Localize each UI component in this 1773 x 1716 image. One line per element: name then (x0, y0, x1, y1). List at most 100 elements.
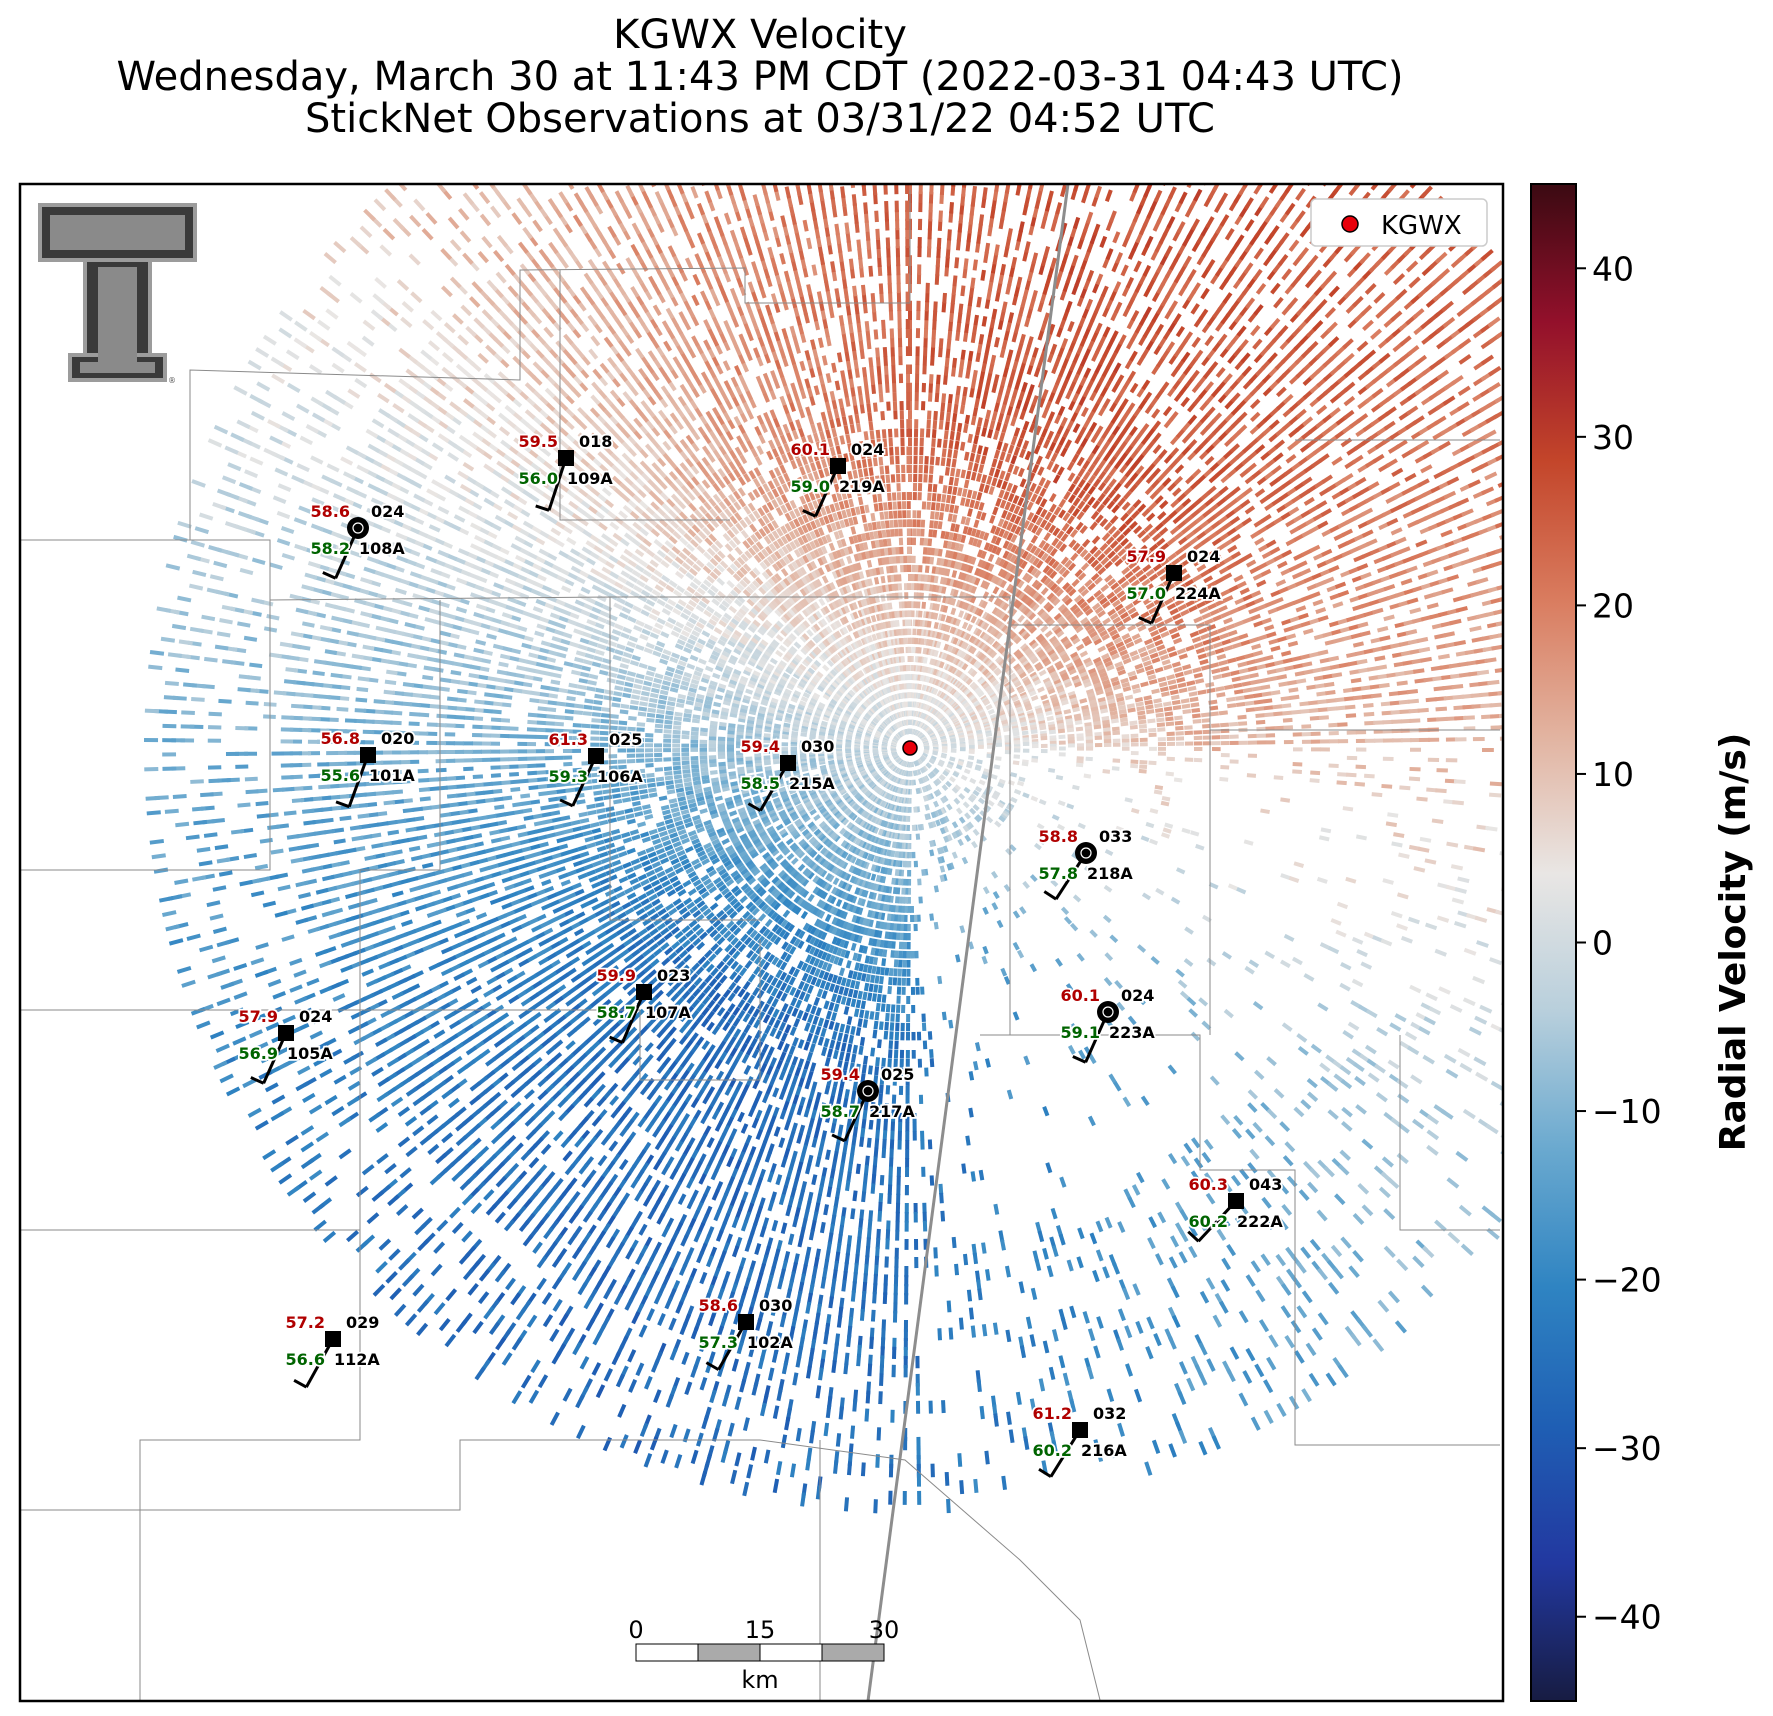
title-line-time: Wednesday, March 30 at 11:43 PM CDT (202… (116, 54, 1404, 100)
wind-barb-flag (1187, 1230, 1200, 1243)
wind-barb-flag (559, 798, 574, 808)
colorbar: 40 30 20 10 0 −10 −20 −30 −40 Radial Velocity (m… (1530, 183, 1754, 1702)
station-plot-105A[interactable]: 57.9 024 56.9 105A (237, 1005, 335, 1085)
station-marker-square (830, 458, 846, 474)
state-boundary-line (866, 184, 1070, 1701)
figure-title: KGWX Velocity Wednesday, March 30 at 11:… (20, 14, 1500, 140)
station-dewpoint: 59.3 (549, 767, 588, 786)
station-dewpoint: 60.2 (1033, 1441, 1072, 1460)
station-dewpoint: 57.3 (699, 1333, 738, 1352)
station-plot-223A[interactable]: 60.1 024 59.1 223A (1059, 984, 1157, 1064)
scale-bar: 0 15 30 km (628, 1616, 899, 1694)
station-temperature: 58.6 (699, 1296, 738, 1315)
station-wind-direction: 025 (609, 730, 642, 749)
station-marker-square (738, 1314, 754, 1330)
station-plot-106A[interactable]: 61.3 025 59.3 106A (547, 728, 645, 808)
station-id: 222A (1237, 1212, 1283, 1231)
station-dewpoint: 56.0 (519, 469, 558, 488)
wind-barb-shaft (347, 754, 370, 808)
station-marker-square (325, 1331, 341, 1347)
calm-wind-circle-icon (862, 1085, 874, 1097)
station-marker-square (636, 984, 652, 1000)
station-dewpoint: 59.1 (1061, 1023, 1100, 1042)
wind-barb-flag (705, 1361, 720, 1371)
station-plot-217A[interactable]: 59.4 025 58.7 217A (819, 1063, 917, 1143)
radar-site-marker[interactable] (902, 740, 918, 756)
station-dewpoint: 57.0 (1127, 584, 1166, 603)
calm-wind-circle-icon (1102, 1006, 1114, 1018)
station-temperature: 58.6 (311, 502, 350, 521)
title-line-obs: StickNet Observations at 03/31/22 04:52 … (305, 96, 1215, 142)
county-boundaries (20, 190, 1500, 1701)
station-wind-direction: 020 (381, 729, 414, 748)
station-plot-218A[interactable]: 58.8 033 57.8 218A (1037, 825, 1135, 901)
station-id: 109A (567, 469, 613, 488)
colorbar-tick-label: 40 (1592, 249, 1634, 288)
station-marker-square (558, 450, 574, 466)
station-temperature: 60.1 (791, 440, 830, 459)
wind-barb-flag (535, 504, 550, 512)
title-line-radar: KGWX Velocity (613, 12, 907, 58)
station-wind-direction: 024 (371, 502, 404, 521)
colorbar-tick-label: −20 (1592, 1261, 1662, 1300)
station-temperature: 59.4 (741, 737, 780, 756)
station-plot-107A[interactable]: 59.9 023 58.7 107A (595, 964, 693, 1045)
calm-wind-circle-icon (352, 522, 364, 534)
wind-barb-flag (831, 1133, 846, 1143)
station-plot-219A[interactable]: 60.1 024 59.0 219A (789, 438, 887, 518)
station-temperature: 60.1 (1061, 986, 1100, 1005)
station-temperature: 59.9 (597, 966, 636, 985)
station-id: 101A (369, 766, 415, 785)
station-id: 224A (1175, 584, 1221, 603)
station-wind-direction: 030 (801, 737, 834, 756)
wind-barb-shaft (621, 991, 646, 1044)
station-wind-direction: 043 (1249, 1175, 1282, 1194)
station-marker-square (1072, 1422, 1088, 1438)
wind-barb-flag (747, 802, 762, 812)
station-id: 217A (869, 1102, 915, 1121)
station-temperature: 60.3 (1189, 1175, 1228, 1194)
station-id: 102A (747, 1333, 793, 1352)
station-wind-direction: 024 (851, 440, 884, 459)
station-temperature: 61.3 (549, 730, 588, 749)
wind-barb-flag (250, 1076, 265, 1085)
station-marker-circle (1075, 842, 1097, 864)
station-wind-direction: 018 (579, 432, 612, 451)
legend-marker-icon (1341, 215, 1359, 233)
station-id: 223A (1109, 1023, 1155, 1042)
station-plot-215A[interactable]: 59.4 030 58.5 215A (739, 735, 837, 812)
wind-barb-flag (609, 1035, 624, 1045)
station-id: 215A (789, 774, 835, 793)
station-temperature: 61.2 (1033, 1404, 1072, 1423)
colorbar-ticks: 40 30 20 10 0 −10 −20 −30 −40 (1576, 249, 1662, 1637)
legend-box[interactable]: KGWX (1310, 198, 1488, 247)
station-temperature: 59.5 (519, 432, 558, 451)
station-plot-109A[interactable]: 59.5 018 56.0 109A (517, 430, 615, 512)
station-plot-112A[interactable]: 57.2 029 56.6 112A (284, 1311, 382, 1389)
station-dewpoint: 58.2 (311, 539, 350, 558)
station-marker-square (780, 755, 796, 771)
station-id: 112A (334, 1350, 380, 1369)
station-wind-direction: 024 (1121, 986, 1154, 1005)
station-wind-direction: 029 (346, 1313, 379, 1332)
legend-label: KGWX (1381, 211, 1462, 241)
station-plot-224A[interactable]: 57.9 024 57.0 224A (1125, 545, 1223, 625)
calm-wind-circle-icon (1080, 847, 1092, 859)
station-marker-square (588, 748, 604, 764)
station-plot-108A[interactable]: 58.6 024 58.2 108A (309, 500, 407, 580)
station-dewpoint: 56.9 (239, 1044, 278, 1063)
station-plot-222A[interactable]: 60.3 043 60.2 222A (1187, 1173, 1285, 1243)
station-plot-101A[interactable]: 56.8 020 55.6 101A (319, 727, 417, 809)
station-plot-102A[interactable]: 58.6 030 57.3 102A (697, 1294, 795, 1371)
scale-tick-30: 30 (869, 1616, 900, 1644)
texas-tech-logo-icon: ® (38, 203, 197, 385)
wind-barb-shaft (305, 1338, 335, 1388)
station-temperature: 59.4 (821, 1065, 860, 1084)
station-dewpoint: 58.7 (597, 1003, 636, 1022)
station-plot-216A[interactable]: 61.2 032 60.2 216A (1031, 1402, 1129, 1478)
station-marker-square (278, 1025, 294, 1041)
wind-barb-flag (1043, 890, 1057, 901)
station-marker-circle (1097, 1001, 1119, 1023)
